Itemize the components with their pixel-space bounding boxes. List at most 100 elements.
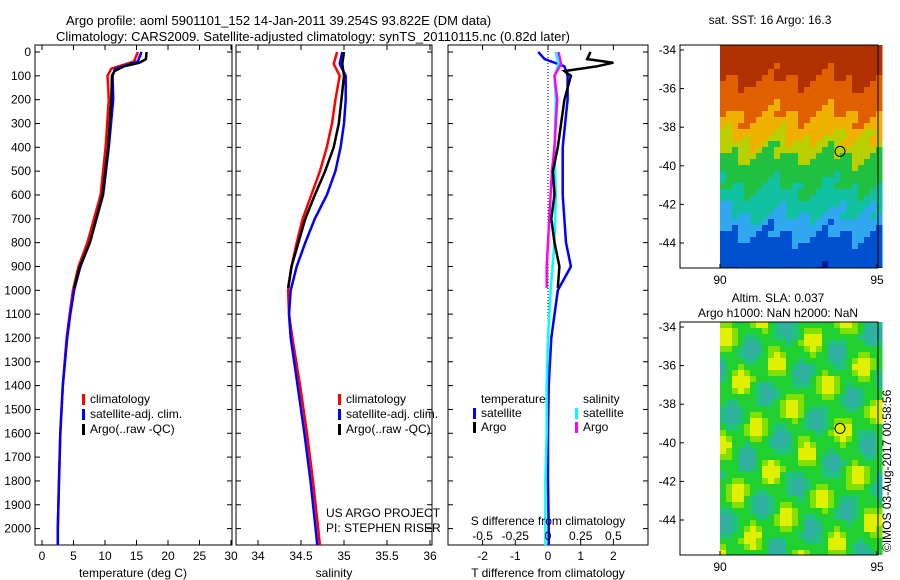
map-cell — [738, 418, 745, 425]
map-cell — [816, 237, 823, 244]
map-cell — [834, 472, 841, 479]
map-cell — [738, 87, 745, 94]
map-cell — [744, 201, 751, 208]
map-cell — [804, 322, 811, 329]
map-cell — [846, 141, 853, 148]
map-cell — [810, 544, 817, 551]
map-cell — [792, 508, 799, 515]
map-cell — [750, 261, 757, 268]
map-cell — [804, 352, 811, 359]
map-cell — [816, 87, 823, 94]
map-cell — [750, 135, 757, 142]
map-cell — [822, 75, 829, 82]
map-cell — [822, 454, 829, 461]
map-cell — [732, 201, 739, 208]
map-cell — [720, 322, 727, 329]
y-tick-label: 300 — [11, 116, 31, 130]
map-cell — [792, 358, 799, 365]
map-cell — [732, 496, 739, 503]
map-cell — [876, 207, 883, 214]
map-cell — [828, 123, 835, 130]
map-cell — [840, 237, 847, 244]
map-cell — [810, 129, 817, 136]
map-cell — [780, 249, 787, 256]
map-cell — [762, 243, 769, 250]
map-cell — [822, 225, 829, 232]
map-cell — [762, 207, 769, 214]
map-cell — [738, 484, 745, 491]
map-cell — [870, 45, 877, 52]
map-cell — [768, 358, 775, 365]
map-cell — [768, 382, 775, 389]
map-cell — [816, 382, 823, 389]
map-cell — [840, 322, 847, 329]
map-cell — [876, 255, 883, 262]
map-cell — [864, 159, 871, 166]
map-cell — [852, 418, 859, 425]
map-cell — [720, 400, 727, 407]
map-cell — [720, 430, 727, 437]
map-cell — [822, 430, 829, 437]
map-cell — [720, 153, 727, 160]
map-cell — [774, 135, 781, 142]
map-cell — [732, 87, 739, 94]
legend-swatch — [82, 394, 85, 405]
map-cell — [780, 183, 787, 190]
map-cell — [744, 135, 751, 142]
map-cell — [756, 123, 763, 130]
map-cell — [726, 195, 733, 202]
map-cell — [744, 472, 751, 479]
map-cell — [768, 340, 775, 347]
map-cell — [786, 550, 793, 555]
map-cell — [780, 550, 787, 555]
map-cell — [822, 382, 829, 389]
map-cell — [798, 400, 805, 407]
map-cell — [822, 147, 829, 154]
map-cell — [720, 490, 727, 497]
map-cell — [798, 249, 805, 256]
map-cell — [762, 454, 769, 461]
map-cell — [798, 87, 805, 94]
map-cell — [780, 99, 787, 106]
map-cell — [744, 352, 751, 359]
map-cell — [858, 508, 865, 515]
map-cell — [786, 219, 793, 226]
s-argo-diff-line — [545, 51, 563, 288]
lat-tick-label: -44 — [659, 236, 677, 250]
map-cell — [732, 502, 739, 509]
map-cell — [792, 460, 799, 467]
map-cell — [846, 352, 853, 359]
map-cell — [780, 376, 787, 383]
map-cell — [726, 352, 733, 359]
map-cell — [870, 520, 877, 527]
map-cell — [810, 514, 817, 521]
map-cell — [846, 153, 853, 160]
map-cell — [792, 225, 799, 232]
figure-title: Argo profile: aoml 5901101_152 14-Jan-20… — [66, 13, 492, 28]
map-cell — [786, 478, 793, 485]
map-cell — [786, 99, 793, 106]
map-cell — [720, 201, 727, 208]
map-cell — [870, 111, 877, 118]
map-cell — [780, 466, 787, 473]
lat-tick-label: -34 — [659, 43, 677, 57]
map-cell — [768, 454, 775, 461]
map-cell — [852, 460, 859, 467]
map-cell — [798, 171, 805, 178]
map-cell — [720, 406, 727, 413]
map-cell — [828, 93, 835, 100]
map-cell — [870, 478, 877, 485]
map-cell — [726, 117, 733, 124]
map-cell — [768, 69, 775, 76]
map-cell — [834, 171, 841, 178]
map-cell — [798, 544, 805, 551]
map-cell — [840, 225, 847, 232]
map-cell — [840, 526, 847, 533]
map-cell — [858, 502, 865, 509]
map-cell — [864, 75, 871, 82]
map-cell — [876, 502, 883, 509]
map-cell — [732, 171, 739, 178]
map-cell — [756, 165, 763, 172]
